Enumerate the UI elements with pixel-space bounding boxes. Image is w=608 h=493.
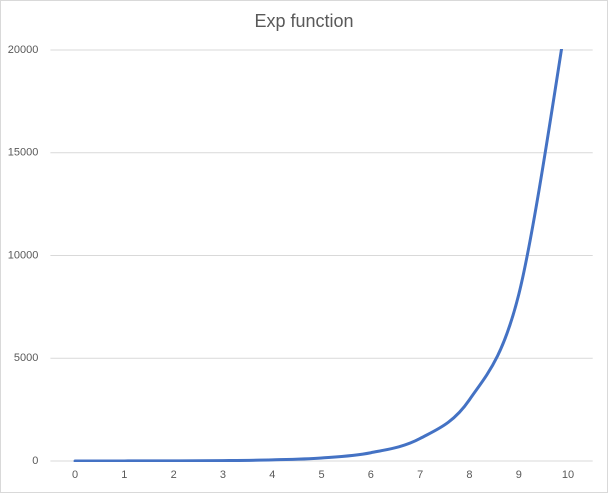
x-tick-label: 2 bbox=[171, 469, 177, 481]
y-tick-label: 0 bbox=[32, 455, 38, 467]
x-tick-label: 0 bbox=[72, 469, 78, 481]
x-tick-label: 5 bbox=[318, 469, 324, 481]
x-tick-label: 1 bbox=[121, 469, 127, 481]
x-tick-label: 8 bbox=[466, 469, 472, 481]
y-tick-label: 10000 bbox=[8, 249, 39, 261]
x-tick-label: 9 bbox=[516, 469, 522, 481]
x-tick-label: 10 bbox=[562, 469, 574, 481]
x-tick-label: 7 bbox=[417, 469, 423, 481]
y-tick-label: 20000 bbox=[8, 44, 39, 56]
data-line bbox=[73, 49, 564, 462]
y-tick-label: 15000 bbox=[8, 147, 39, 159]
x-tick-label: 3 bbox=[220, 469, 226, 481]
x-tick-label: 4 bbox=[269, 469, 275, 481]
y-tick-label: 5000 bbox=[14, 352, 38, 364]
chart-title: Exp function bbox=[254, 11, 353, 31]
x-tick-label: 6 bbox=[368, 469, 374, 481]
